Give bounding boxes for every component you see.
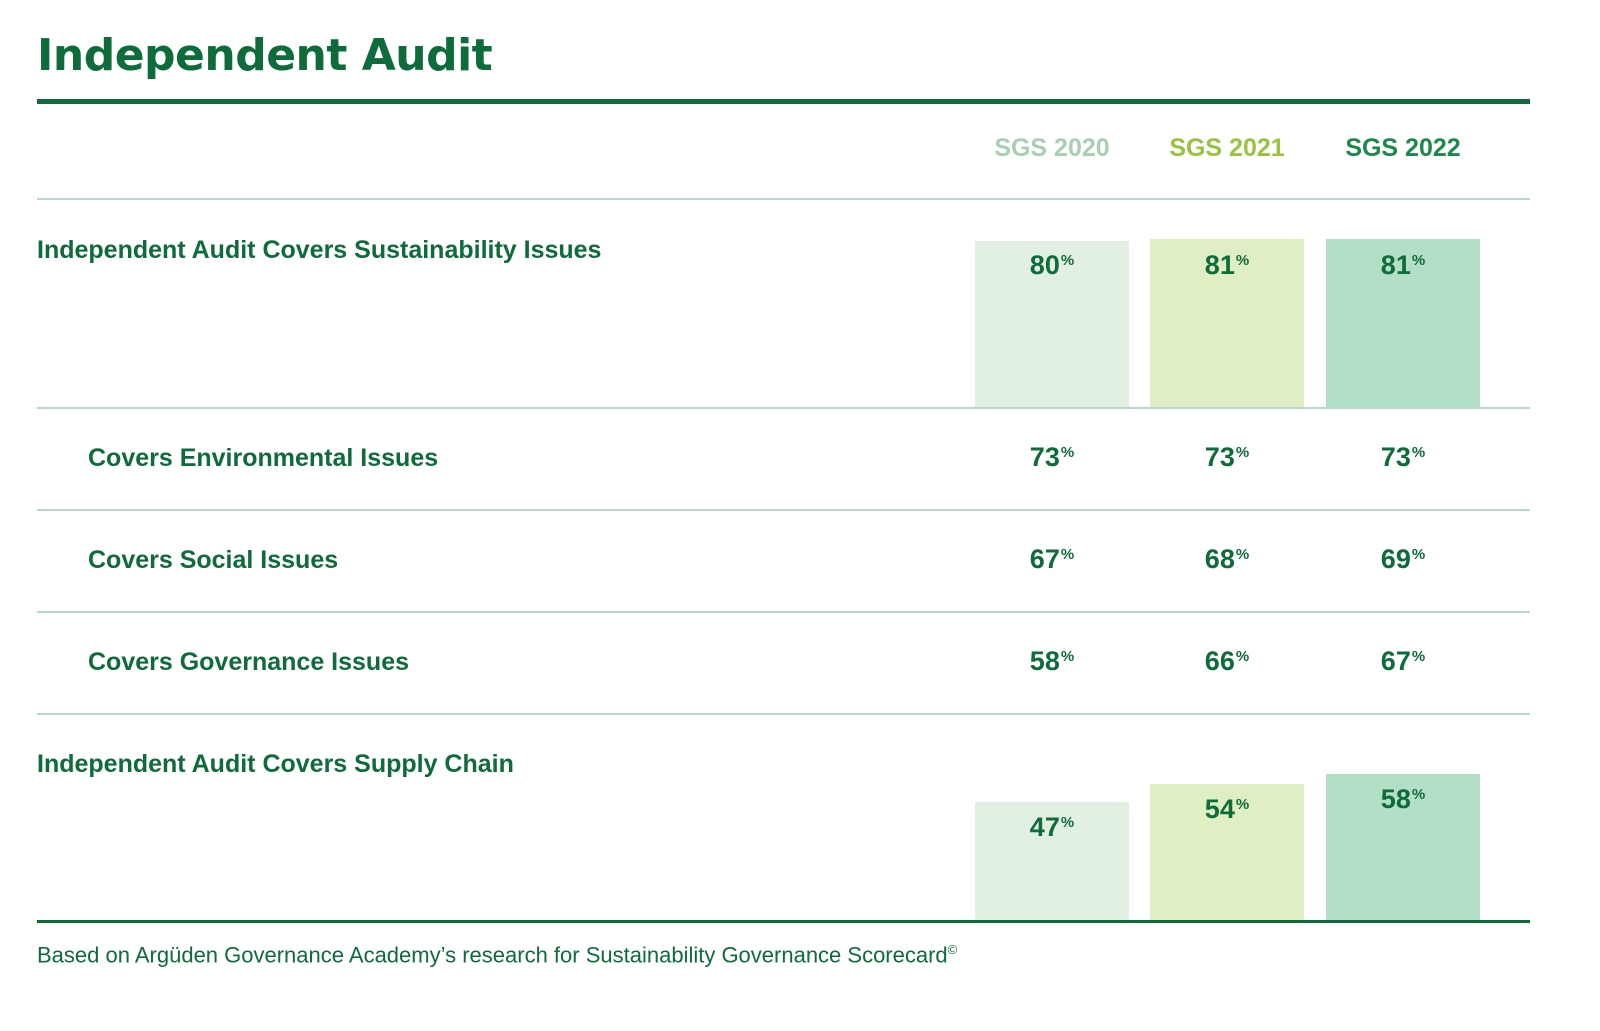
bar-sgs-2020 <box>975 802 1129 920</box>
bar-sgs-2022 <box>1326 239 1480 407</box>
percent-sign: % <box>1060 444 1075 461</box>
data-label: 73% <box>975 442 1129 473</box>
row-label: Covers Social Issues <box>88 546 339 574</box>
footnote: Based on Argüden Governance Academy’s re… <box>37 942 957 968</box>
percent-sign: % <box>1235 252 1250 269</box>
percent-sign: % <box>1411 648 1426 665</box>
data-label: 66% <box>1150 646 1304 677</box>
copyright-mark: © <box>947 942 958 957</box>
data-label: 80% <box>975 250 1129 281</box>
percent-sign: % <box>1411 252 1426 269</box>
percent-sign: % <box>1060 814 1075 831</box>
value-number: 80 <box>1029 250 1060 280</box>
value-number: 69 <box>1380 544 1411 574</box>
data-label: 58% <box>975 646 1129 677</box>
value-number: 81 <box>1380 250 1411 280</box>
percent-sign: % <box>1060 252 1075 269</box>
column-header-sgs-2021: SGS 2021 <box>1169 134 1285 162</box>
row-label: Covers Governance Issues <box>88 648 409 676</box>
data-label: 67% <box>1326 646 1480 677</box>
value-number: 66 <box>1204 646 1235 676</box>
value-number: 68 <box>1204 544 1235 574</box>
title-divider <box>37 99 1530 104</box>
footnote-text: Based on Argüden Governance Academy’s re… <box>37 942 948 968</box>
row-label: Independent Audit Covers Sustainability … <box>37 236 602 264</box>
percent-sign: % <box>1235 546 1250 563</box>
row-label: Independent Audit Covers Supply Chain <box>37 750 514 778</box>
value-number: 47 <box>1029 812 1060 842</box>
data-label: 69% <box>1326 544 1480 575</box>
data-label: 68% <box>1150 544 1304 575</box>
row-divider <box>37 407 1530 409</box>
percent-sign: % <box>1235 444 1250 461</box>
percent-sign: % <box>1411 444 1426 461</box>
percent-sign: % <box>1235 796 1250 813</box>
value-number: 73 <box>1380 442 1411 472</box>
value-number: 67 <box>1029 544 1060 574</box>
value-number: 73 <box>1204 442 1235 472</box>
value-number: 54 <box>1204 794 1235 824</box>
percent-sign: % <box>1235 648 1250 665</box>
bar-sgs-2022 <box>1326 774 1480 920</box>
percent-sign: % <box>1060 648 1075 665</box>
row-divider <box>37 611 1530 613</box>
value-number: 73 <box>1029 442 1060 472</box>
row-divider <box>37 713 1530 715</box>
bottom-divider <box>37 920 1530 923</box>
percent-sign: % <box>1411 786 1426 803</box>
row-label: Covers Environmental Issues <box>88 444 439 472</box>
value-number: 58 <box>1029 646 1060 676</box>
row-divider <box>37 509 1530 511</box>
page-title: Independent Audit <box>37 30 493 81</box>
data-label: 58% <box>1326 784 1480 815</box>
data-label: 81% <box>1326 250 1480 281</box>
data-label: 54% <box>1150 794 1304 825</box>
bar-sgs-2021 <box>1150 784 1304 920</box>
value-number: 67 <box>1380 646 1411 676</box>
data-label: 81% <box>1150 250 1304 281</box>
data-label: 47% <box>975 812 1129 843</box>
header-divider <box>37 198 1530 200</box>
column-header-sgs-2022: SGS 2022 <box>1345 134 1461 162</box>
data-label: 73% <box>1326 442 1480 473</box>
bar-sgs-2021 <box>1150 239 1304 407</box>
data-label: 73% <box>1150 442 1304 473</box>
data-label: 67% <box>975 544 1129 575</box>
percent-sign: % <box>1411 546 1426 563</box>
value-number: 81 <box>1204 250 1235 280</box>
percent-sign: % <box>1060 546 1075 563</box>
value-number: 58 <box>1380 784 1411 814</box>
bar-sgs-2020 <box>975 241 1129 407</box>
column-header-sgs-2020: SGS 2020 <box>994 134 1110 162</box>
